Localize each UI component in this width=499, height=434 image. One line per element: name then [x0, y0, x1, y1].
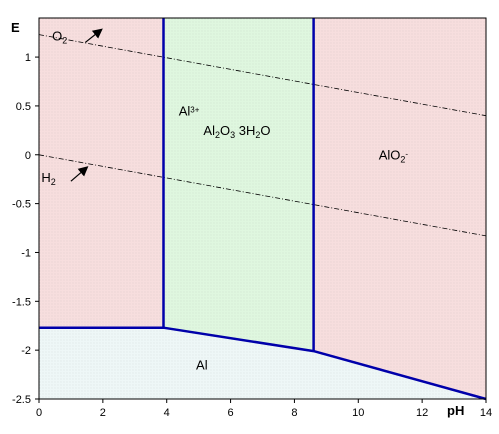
x-tick-label: 10 [352, 407, 364, 419]
region-label-al3: Al3+ [179, 104, 200, 119]
water-line-label-H2: H2 [41, 170, 55, 187]
x-axis: 0 2 4 6 8 10 12 14 [36, 399, 492, 419]
region-hydroxide-texture [163, 18, 314, 352]
y-tick-label: 1 [25, 52, 31, 64]
region-label-al: Al [196, 358, 208, 373]
water-line-label-O2: O2 [52, 28, 67, 45]
water-line-O2 [38, 34, 487, 117]
water-line-H2 [38, 154, 487, 237]
region-labels-layer: Al3+Al2O3 3H2O AlO2- Al [179, 104, 409, 373]
water-line-labels-layer: O2 H2 [41, 28, 103, 187]
y-tick-label: -2 [21, 345, 31, 357]
y-tick-label: -0.5 [12, 199, 31, 211]
water-line-arrow-H2 [70, 166, 89, 182]
y-tick-label: -1 [21, 247, 31, 259]
y-tick-label: 0.5 [16, 101, 31, 113]
y-tick-label: -1.5 [12, 296, 31, 308]
x-tick-label: 14 [480, 407, 492, 419]
region-alo2-texture [313, 18, 486, 399]
plot-frame [38, 17, 487, 400]
x-tick-label: 2 [100, 407, 106, 419]
region-label-hydroxide: Al2O3 3H2O [203, 123, 270, 140]
x-tick-label: 8 [291, 407, 297, 419]
y-axis: 1 0.5 0 -0.5 -1 -1.5 -2 -2.5 [12, 52, 39, 406]
y-tick-label: -2.5 [12, 394, 31, 406]
x-tick-label: 12 [416, 407, 428, 419]
y-tick-label: 0 [25, 150, 31, 162]
x-axis-title: pH [447, 403, 464, 418]
x-tick-label: 0 [36, 407, 42, 419]
x-tick-label: 4 [164, 407, 170, 419]
x-tick-label: 6 [228, 407, 234, 419]
region-al-texture [39, 327, 486, 399]
boundaries-layer [39, 18, 487, 401]
y-axis-title: E [11, 20, 20, 35]
water-line-arrow-O2 [84, 28, 103, 43]
boundary-line-2 [39, 326, 487, 401]
region-al3-texture [39, 18, 164, 328]
region-label-alo2: AlO2- [379, 148, 409, 165]
regions-layer [39, 18, 486, 399]
water-lines-layer [38, 34, 487, 237]
